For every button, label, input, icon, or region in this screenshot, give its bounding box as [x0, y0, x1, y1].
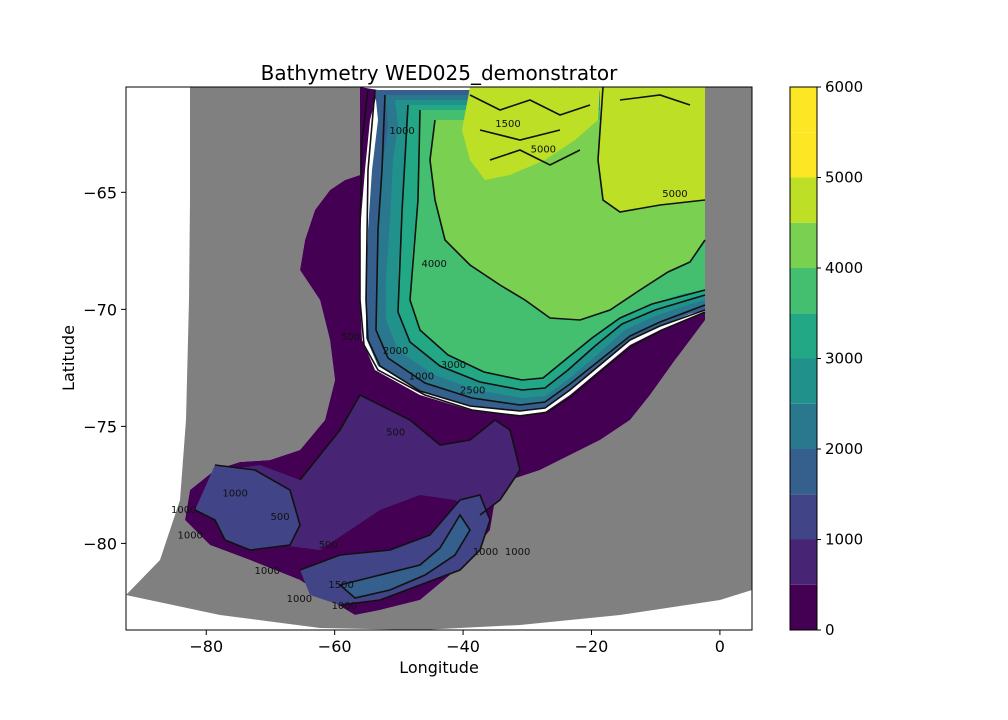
colorbar-segment	[790, 539, 817, 585]
contour-ronne-1000	[194, 464, 301, 551]
land-mask	[126, 87, 752, 630]
contour-label: 2000	[383, 346, 408, 357]
contour-label: 5000	[531, 145, 556, 156]
contour-2000	[375, 94, 706, 406]
contour-label: 1000	[287, 594, 312, 605]
colorbar-tick-label: 4000	[825, 259, 863, 277]
x-tick-label: −80	[189, 637, 223, 656]
contour-label: 500	[386, 428, 405, 439]
colorbar-tick-label: 3000	[825, 350, 863, 368]
contour-label: 1000	[332, 601, 357, 612]
contour-label: 1000	[222, 489, 247, 500]
contour-label: 2500	[460, 386, 485, 397]
x-tick-label: −40	[446, 637, 480, 656]
map-plot-area: 1000 1500 5000 5000 4000 500 2000 3000 1000 2500 5…	[126, 87, 752, 630]
contour-4000	[409, 109, 706, 381]
contour-label: 1000	[389, 126, 414, 137]
x-tick-label: −20	[575, 637, 609, 656]
x-tick-label: −60	[318, 637, 352, 656]
contour-label: 4000	[421, 259, 446, 270]
contour-ronne-500	[299, 393, 521, 516]
colorbar-segment	[790, 584, 817, 630]
contour-label: 5000	[662, 189, 687, 200]
contour-filchner-1000	[299, 494, 491, 606]
colorbar-tick-label: 2000	[825, 440, 863, 458]
contour-label: 1500	[495, 119, 520, 130]
depth-band-1000-1500-south	[300, 495, 490, 605]
colorbar-segment	[790, 403, 817, 449]
contour-label: 1000	[409, 372, 434, 383]
contour-4500	[429, 119, 706, 321]
colorbar-segment	[790, 268, 817, 314]
contour-label: 3000	[441, 360, 466, 371]
contour-label: 1000	[473, 547, 498, 558]
colorbar-tick-label: 6000	[825, 78, 863, 96]
colorbar-segment	[790, 132, 817, 178]
contour-filchner-1500	[338, 513, 471, 599]
depth-band-4500-5000-north	[462, 87, 600, 180]
contour-5000	[597, 87, 706, 213]
depth-band-4500-5000	[598, 87, 705, 212]
contour-500	[359, 89, 706, 417]
colorbar-segment	[790, 313, 817, 359]
colorbar-tick-label: 0	[825, 621, 835, 639]
y-tick-label: −70	[83, 300, 117, 319]
contour-label: 1000	[177, 531, 202, 542]
contour-labels: 1000 1500 5000 5000 4000 500 2000 3000 1000 2500 5…	[171, 119, 688, 612]
contour-label: 500	[271, 512, 290, 523]
colorbar-tick-label: 1000	[825, 531, 863, 549]
contour-label: 500	[319, 540, 338, 551]
colorbar-segment	[790, 494, 817, 540]
contour-label: 1000	[255, 566, 280, 577]
colorbar-tick-label: 5000	[825, 169, 863, 187]
contour-label: 1000	[505, 547, 530, 558]
colorbar-segment	[790, 449, 817, 495]
plot-frame	[125, 86, 753, 631]
colorbar-segment	[790, 177, 817, 223]
contour-north-ridges	[469, 94, 691, 166]
contour-label: 1000	[171, 505, 196, 516]
contour-lines	[194, 87, 706, 606]
y-axis-label: Latitude	[59, 325, 78, 391]
x-tick-label: 0	[715, 637, 725, 656]
colorbar: 0 1000 2000 3000 4000 5000 6000	[789, 78, 863, 639]
x-axis-ticks: −80 −60 −40 −20 0	[189, 630, 725, 656]
colorbar-segment	[790, 222, 817, 268]
colorbar-segment	[790, 358, 817, 404]
y-tick-label: −75	[83, 417, 117, 436]
y-axis-ticks: −65 −70 −75 −80	[83, 183, 126, 553]
contour-3000	[397, 104, 706, 391]
depth-band-1000-1500	[195, 465, 300, 550]
contour-1000	[365, 89, 706, 412]
contour-label: 500	[341, 332, 360, 343]
y-tick-label: −65	[83, 183, 117, 202]
chart-title: Bathymetry WED025_demonstrator	[261, 61, 619, 85]
colorbar-segment	[790, 87, 817, 133]
x-axis-label: Longitude	[399, 658, 479, 677]
contour-label: 1500	[328, 580, 353, 591]
y-tick-label: −80	[83, 534, 117, 553]
